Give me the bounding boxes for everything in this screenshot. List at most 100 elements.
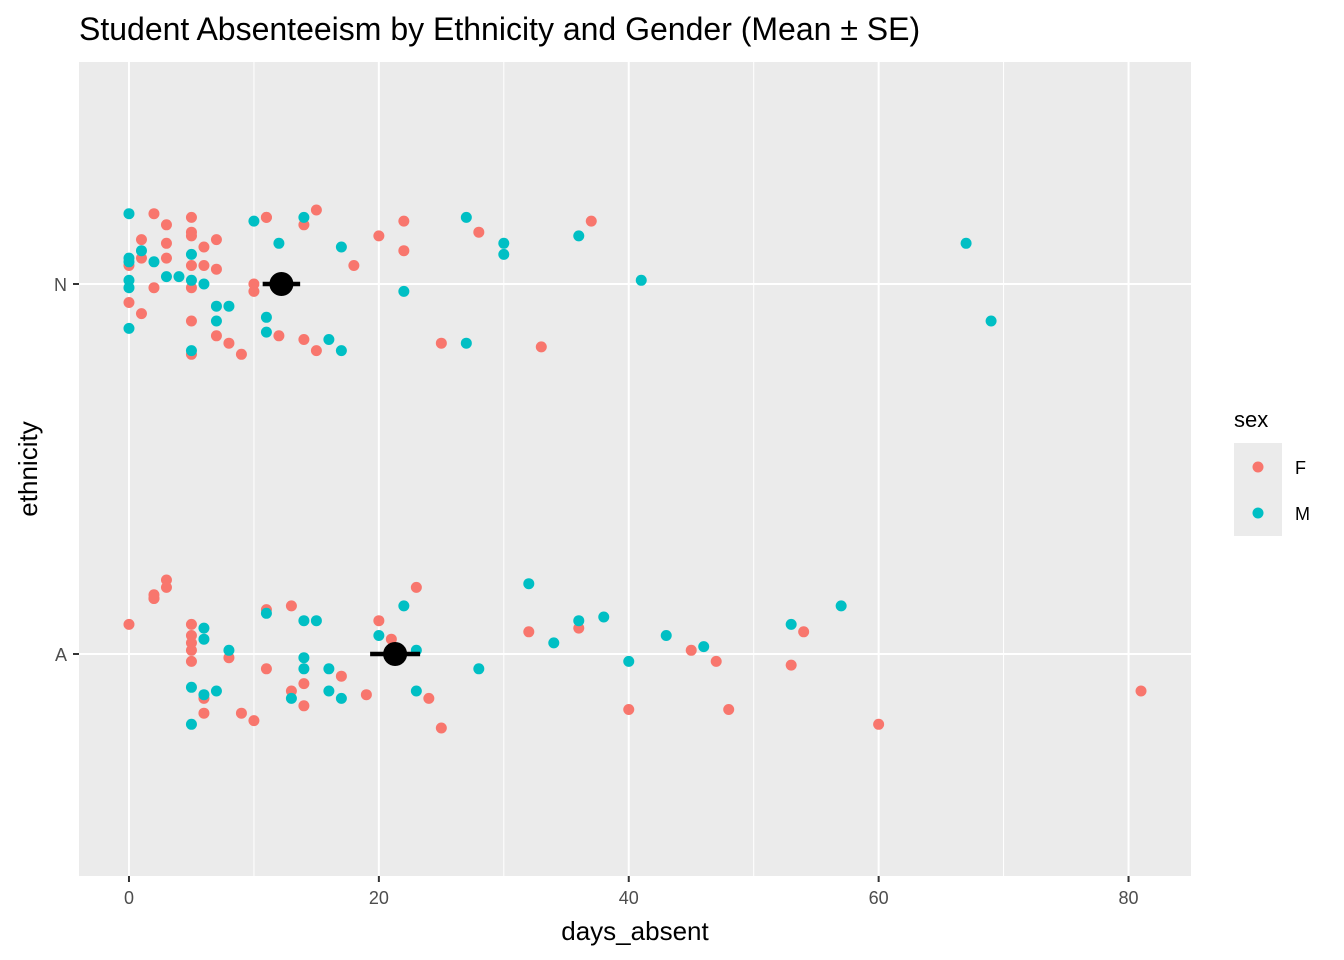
data-point-m (298, 211, 310, 223)
data-point-f (248, 285, 260, 297)
legend-key-f (1252, 461, 1264, 473)
data-point-m (198, 622, 210, 634)
data-point-f (185, 618, 197, 630)
data-point-f (185, 655, 197, 667)
data-point-f (298, 678, 310, 690)
data-point-m (160, 271, 172, 283)
chart-title: Student Absenteeism by Ethnicity and Gen… (79, 11, 920, 47)
data-point-m (223, 300, 235, 312)
data-point-m (198, 633, 210, 645)
data-point-f (535, 341, 547, 353)
y-tick-label: A (55, 645, 67, 665)
data-point-m (460, 337, 472, 349)
data-point-m (198, 689, 210, 701)
data-point-m (185, 345, 197, 357)
data-point-f (435, 337, 447, 349)
data-point-f (123, 297, 135, 308)
data-point-m (473, 663, 485, 675)
data-point-m (623, 655, 635, 667)
data-point-m (335, 692, 347, 704)
data-point-m (173, 271, 185, 283)
data-point-m (323, 663, 335, 675)
data-point-f (185, 226, 197, 238)
data-point-f (273, 330, 285, 342)
legend-label-m: M (1295, 504, 1310, 524)
data-point-f (160, 581, 172, 593)
mean-se-markers (262, 272, 421, 666)
data-point-f (210, 330, 222, 342)
data-point-m (260, 607, 272, 619)
data-point-m (123, 282, 135, 294)
data-point-f (185, 315, 197, 327)
data-point-m (185, 248, 197, 260)
data-point-m (785, 618, 797, 630)
legend-key-m (1252, 507, 1264, 519)
data-point-f (435, 722, 447, 734)
data-point-m (960, 237, 972, 249)
data-point-m (123, 322, 135, 334)
data-point-f (685, 644, 697, 656)
data-point-m (410, 685, 422, 697)
data-point-m (335, 345, 347, 357)
data-point-f (373, 230, 385, 242)
y-axis-title: ethnicity (13, 421, 43, 516)
data-point-m (185, 718, 197, 730)
data-point-m (398, 600, 410, 612)
data-point-f (210, 234, 222, 246)
data-point-m (210, 685, 222, 697)
data-point-f (135, 308, 147, 320)
data-point-f (260, 211, 272, 223)
data-point-m (498, 237, 510, 249)
data-point-m (635, 274, 647, 286)
data-point-m (273, 237, 285, 249)
legend-label-f: F (1295, 458, 1306, 478)
data-point-f (1135, 685, 1147, 697)
data-point-f (185, 211, 197, 223)
data-points (123, 204, 1147, 734)
data-point-m (298, 663, 310, 675)
data-point-m (498, 248, 510, 260)
data-point-f (785, 659, 797, 671)
data-point-f (123, 618, 135, 630)
data-point-m (210, 300, 222, 312)
data-point-m (523, 578, 535, 590)
plot-panel (79, 62, 1191, 876)
data-point-f (723, 704, 735, 715)
x-tick-label: 60 (869, 888, 889, 908)
data-point-m (460, 211, 472, 223)
data-point-m (248, 215, 260, 227)
data-point-m (573, 615, 585, 627)
data-point-m (323, 334, 335, 345)
data-point-f (160, 219, 172, 231)
data-point-f (260, 663, 272, 675)
data-point-f (360, 689, 372, 701)
data-point-m (185, 681, 197, 693)
data-point-f (198, 707, 210, 719)
data-point-f (198, 260, 210, 271)
data-point-m (135, 245, 147, 257)
data-point-f (398, 245, 410, 257)
legend: sex F M (1234, 407, 1310, 536)
data-point-f (210, 263, 222, 275)
data-point-f (335, 670, 347, 682)
data-point-f (148, 282, 160, 294)
data-point-f (148, 208, 160, 220)
data-point-m (598, 611, 610, 623)
data-point-m (185, 274, 197, 286)
data-point-f (585, 215, 597, 227)
data-point-m (335, 241, 347, 253)
data-point-m (298, 652, 310, 664)
data-point-m (123, 256, 135, 268)
x-tick-label: 80 (1119, 888, 1139, 908)
data-point-f (398, 215, 410, 227)
data-point-f (410, 581, 422, 593)
data-point-m (298, 615, 310, 627)
data-point-f (185, 260, 197, 271)
minor-gridlines (253, 62, 1005, 876)
data-point-m (985, 315, 997, 327)
data-point-f (710, 655, 722, 667)
data-point-m (835, 600, 847, 612)
data-point-f (523, 626, 535, 638)
data-point-f (160, 237, 172, 249)
